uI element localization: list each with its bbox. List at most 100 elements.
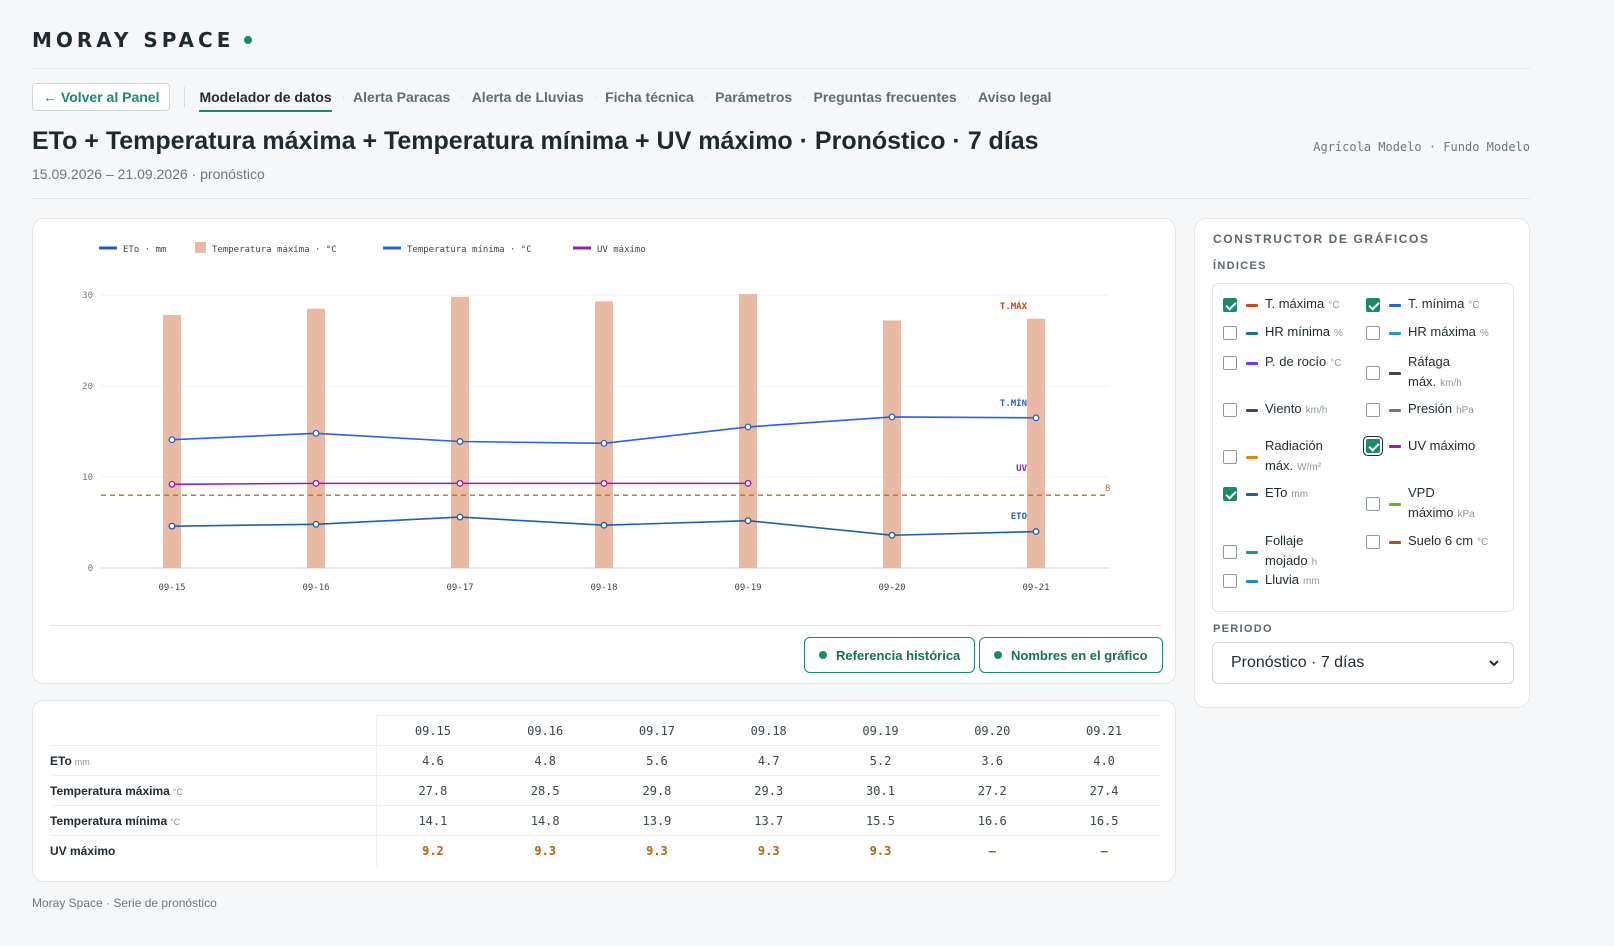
table-corner [50,715,377,746]
index-label: Ráfaga máx. km/h [1408,352,1462,394]
index-label: T. máxima °C [1265,294,1339,316]
series-color-swatch [1246,492,1258,496]
historical-reference-toggle[interactable]: Referencia histórica [804,637,976,673]
table-row: Temperatura máxima °C 27.8 28.5 29.8 29.3 30.1… [50,775,1160,806]
index-label: Suelo 6 cm °C [1408,531,1488,553]
checkbox-icon[interactable] [1223,450,1237,464]
index-option[interactable]: Lluvia mm [1223,570,1320,592]
toggle-dot-icon [819,651,827,659]
nav-dot: · [802,91,806,103]
series-color-swatch [1246,550,1258,554]
nav-item-preguntas-frecuentes[interactable]: Preguntas frecuentes [813,89,957,105]
indices-label: ÍNDICES [1213,260,1267,272]
checkbox-icon[interactable] [1223,574,1237,588]
checkbox-icon[interactable] [1223,545,1237,559]
checkbox-icon[interactable] [1366,366,1380,380]
table-row: ETo mm 4.6 4.8 5.6 4.7 5.2 3.6 4.0 [50,745,1160,776]
bar-temp-max [451,296,469,568]
series-point [888,413,896,421]
checkbox-checked-icon[interactable] [1366,298,1380,312]
index-option[interactable]: Suelo 6 cm °C [1366,531,1488,553]
index-option[interactable]: HR máxima% [1366,322,1489,344]
table-cell: 16.5 [1048,805,1160,836]
y-tick-label: 30 [82,291,93,301]
x-tick-label: 09-17 [446,583,473,593]
index-option[interactable]: Follaje mojado h [1223,531,1317,573]
chip-label: Referencia histórica [836,647,961,663]
index-option[interactable]: Radiación máx. W/m² [1223,436,1323,478]
checkbox-icon[interactable] [1366,497,1380,511]
checkbox-checked-icon[interactable] [1223,487,1237,501]
index-option[interactable]: HR mínima% [1223,322,1343,344]
index-option[interactable]: Ráfaga máx. km/h [1366,352,1462,394]
table-cell: 9.3 [534,843,557,858]
series-point [456,438,464,445]
table-cell: – [1100,843,1108,858]
index-unit: hPa [1456,405,1474,416]
row-unit: °C [172,786,183,797]
organization-label: Agrícola Modelo · Fundo Modelo [1313,140,1530,154]
index-unit: W/m² [1297,462,1322,473]
index-option[interactable]: VPD máximo kPa [1366,483,1475,525]
table-date-header: 09.17 [601,715,713,746]
table-cell: 3.6 [936,745,1049,776]
checkbox-icon[interactable] [1366,535,1380,549]
chart-names-toggle[interactable]: Nombres en el gráfico [979,637,1163,673]
index-label: VPD máximo kPa [1408,483,1475,525]
series-point [456,479,464,487]
panel-title: CONSTRUCTOR DE GRÁFICOS [1213,232,1430,246]
table-cell: 28.5 [489,775,602,806]
index-unit: km/h [1440,378,1462,389]
checkbox-checked-icon[interactable] [1366,439,1380,453]
table-cell: 27.2 [936,775,1049,806]
series-point [312,429,320,437]
checkbox-icon[interactable] [1366,326,1380,340]
index-option[interactable]: Viento km/h [1223,399,1327,421]
index-label: ETo mm [1265,483,1308,505]
period-value: Pronóstico · 7 días [1231,654,1365,671]
nav-item-parametros[interactable]: Parámetros [715,89,793,105]
checkbox-icon[interactable] [1223,403,1237,417]
series-color-swatch [1246,303,1258,307]
series-point [600,521,608,529]
index-option[interactable]: P. de rocío °C [1223,352,1341,374]
index-unit: °C [1468,300,1480,311]
chart-svg: 0 10 20 30 09-15 09-16 09-17 09-18 09-19 09-20 09-… [82,242,1110,593]
index-label: Radiación máx. W/m² [1265,436,1323,478]
back-to-panel-button[interactable]: ← Volver al Panel [32,83,171,111]
checkbox-icon[interactable] [1223,356,1237,370]
row-label-text: UV máximo [50,843,116,858]
row-label: Temperatura mínima °C [50,805,377,836]
checkbox-icon[interactable] [1366,403,1380,417]
checkbox-icon[interactable] [1223,326,1237,340]
checkbox-checked-icon[interactable] [1223,298,1237,312]
nav-item-alerta-lluvias[interactable]: Alerta de Lluvias [471,89,584,105]
chart-builder-panel: CONSTRUCTOR DE GRÁFICOS ÍNDICES T. máxim… [1194,218,1530,708]
table-date-header: 09.16 [489,715,602,746]
index-unit: °C [1330,358,1342,369]
series-point [1032,528,1040,536]
index-name-cont: máx. [1408,374,1437,389]
index-label: HR máxima% [1408,322,1489,344]
index-option[interactable]: T. mínima °C [1366,294,1480,316]
series-color-swatch [1389,371,1401,375]
table-cell: 5.2 [824,745,937,776]
nav-item-ficha-tecnica[interactable]: Ficha técnica [605,89,694,105]
legend-label: Temperatura máxima · °C [212,245,337,255]
series-color-swatch [1246,455,1258,459]
period-label: PERIODO [1213,623,1273,635]
series-end-label: T.MÁX [1000,300,1028,312]
series-end-label: T.MÍN [1000,397,1027,409]
series-point [744,517,752,525]
index-option[interactable]: ETo mm [1223,483,1308,505]
nav-item-aviso-legal[interactable]: Aviso legal [978,89,1052,105]
period-select[interactable]: Pronóstico · 7 días [1212,642,1514,684]
index-option[interactable]: UV máximo [1366,436,1475,456]
nav-dot: · [593,91,598,103]
index-option[interactable]: Presión hPa [1366,399,1474,421]
index-name: T. mínima [1408,296,1465,311]
nav-item-alerta-paracas[interactable]: Alerta Paracas [353,89,451,105]
nav-item-modelador[interactable]: Modelador de datos [199,85,332,112]
index-option[interactable]: T. máxima °C [1223,294,1339,316]
row-unit: mm [74,756,90,767]
